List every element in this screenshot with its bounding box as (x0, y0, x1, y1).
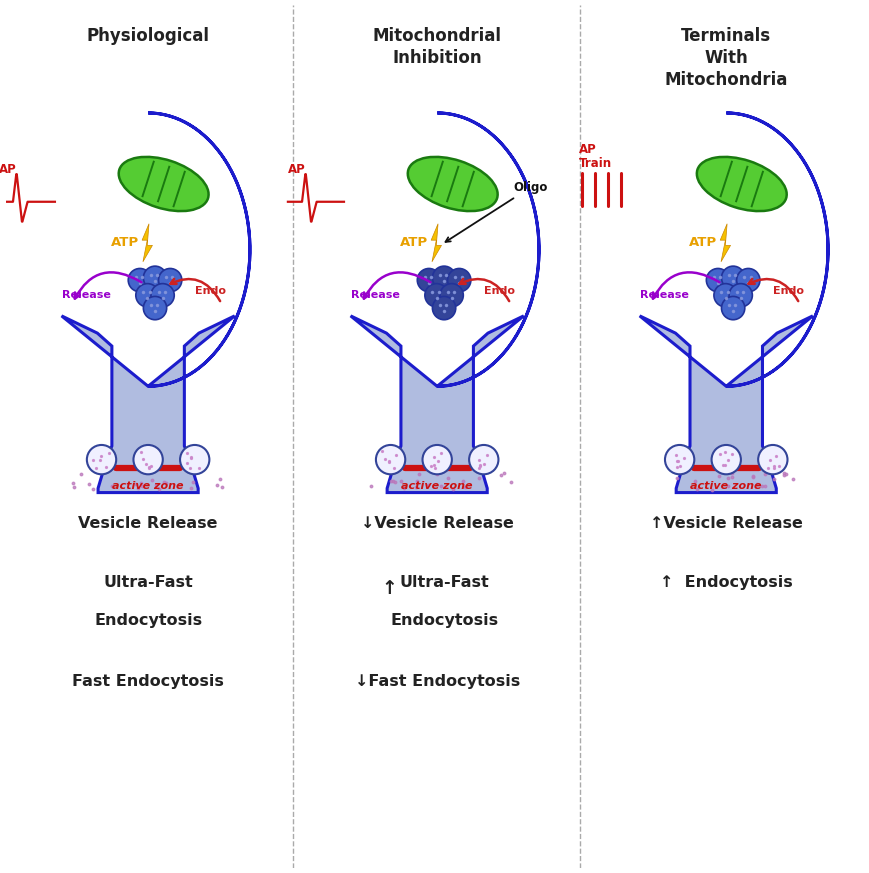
Text: ↑  Endocytosis: ↑ Endocytosis (659, 574, 792, 589)
Polygon shape (431, 223, 441, 262)
Polygon shape (720, 223, 730, 262)
Text: AP: AP (0, 163, 17, 175)
Polygon shape (142, 223, 152, 262)
Text: ATP: ATP (110, 237, 138, 250)
Text: Release: Release (62, 290, 110, 300)
Circle shape (180, 445, 209, 474)
Polygon shape (350, 113, 538, 492)
Circle shape (87, 445, 116, 474)
Circle shape (432, 297, 455, 320)
Text: ATP: ATP (688, 237, 716, 250)
Text: Vesicle Release: Vesicle Release (78, 516, 217, 531)
Text: ↓Vesicle Release: ↓Vesicle Release (361, 516, 513, 531)
Text: Mitochondrial
Inhibition: Mitochondrial Inhibition (372, 27, 501, 67)
Text: Oligo: Oligo (445, 181, 547, 242)
Polygon shape (62, 113, 249, 492)
Text: Endo: Endo (195, 285, 225, 296)
Circle shape (711, 445, 740, 474)
Circle shape (440, 284, 463, 307)
Text: AP: AP (578, 143, 596, 156)
Text: ↓Fast Endocytosis: ↓Fast Endocytosis (355, 674, 519, 689)
Circle shape (417, 269, 440, 292)
Circle shape (158, 269, 182, 292)
Text: Ultra-Fast: Ultra-Fast (103, 574, 193, 589)
Text: ↑Vesicle Release: ↑Vesicle Release (649, 516, 802, 531)
Text: Endocytosis: Endocytosis (389, 614, 498, 629)
Text: Physiological: Physiological (87, 27, 209, 45)
Circle shape (713, 284, 736, 307)
Circle shape (736, 269, 759, 292)
Circle shape (424, 284, 448, 307)
Text: active zone: active zone (401, 481, 473, 491)
Circle shape (136, 284, 159, 307)
Circle shape (664, 445, 693, 474)
Circle shape (143, 297, 167, 320)
Text: Release: Release (639, 290, 687, 300)
Circle shape (128, 269, 151, 292)
Circle shape (447, 269, 470, 292)
Text: AP: AP (288, 163, 305, 175)
Circle shape (720, 297, 744, 320)
Text: Endocytosis: Endocytosis (94, 614, 202, 629)
Circle shape (375, 445, 405, 474)
Text: Endo: Endo (772, 285, 803, 296)
Text: Fast Endocytosis: Fast Endocytosis (72, 674, 224, 689)
Text: active zone: active zone (690, 481, 761, 491)
Ellipse shape (408, 157, 497, 211)
Text: ATP: ATP (399, 237, 428, 250)
Circle shape (757, 445, 786, 474)
Circle shape (432, 266, 455, 290)
Text: ↑: ↑ (381, 579, 397, 598)
Ellipse shape (118, 157, 209, 211)
Text: Train: Train (578, 157, 611, 170)
Circle shape (133, 445, 163, 474)
Text: Endo: Endo (483, 285, 514, 296)
Ellipse shape (696, 157, 786, 211)
Circle shape (720, 266, 744, 290)
Polygon shape (639, 113, 827, 492)
Circle shape (706, 269, 729, 292)
Text: Ultra-Fast: Ultra-Fast (399, 574, 488, 589)
Text: Release: Release (350, 290, 399, 300)
Circle shape (728, 284, 752, 307)
Circle shape (468, 445, 498, 474)
Circle shape (143, 266, 167, 290)
Text: Terminals
With
Mitochondria: Terminals With Mitochondria (664, 27, 787, 89)
Circle shape (151, 284, 174, 307)
Circle shape (422, 445, 451, 474)
Text: active zone: active zone (112, 481, 183, 491)
